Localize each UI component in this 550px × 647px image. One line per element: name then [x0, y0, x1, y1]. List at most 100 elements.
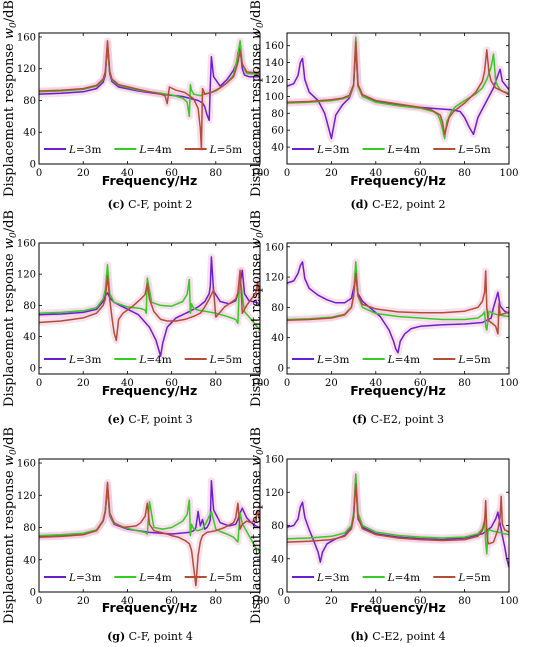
plot-frame [38, 32, 261, 165]
x-tick-label: 0 [36, 596, 42, 607]
y-axis-title: Displacement response w0/dB [249, 210, 266, 407]
legend-label: L=5m [209, 144, 242, 156]
x-tick-label: 0 [36, 168, 42, 179]
series-line-l4 [39, 264, 260, 331]
legend-label: L=5m [209, 354, 242, 366]
series-group [287, 33, 509, 143]
x-tick-label: 20 [77, 596, 90, 607]
series-line-l5 [39, 40, 260, 149]
legend-label: L=4m [138, 572, 171, 584]
y-tick-label: 120 [17, 270, 36, 281]
x-tick-label: 80 [209, 378, 222, 389]
y-tick-label: 80 [23, 301, 36, 312]
y-tick-label: 80 [271, 521, 284, 532]
panel-caption: (e) C-F, point 3 [107, 413, 192, 426]
series-line-l5 [39, 481, 260, 587]
chart-panel-h: 0 20 40 60 80 100 0 40 80 120 160 L=3m L=4m L=5m Frequ… [249, 427, 519, 643]
x-axis-title: Frequency/Hz [102, 173, 197, 188]
x-axis-title: Frequency/Hz [102, 383, 197, 398]
legend-label: L=3m [316, 144, 349, 156]
legend-label: L=3m [68, 354, 101, 366]
series-line-l5 [39, 269, 260, 342]
x-tick-label: 80 [209, 596, 222, 607]
y-tick-label: 120 [265, 273, 284, 284]
y-tick-label: 40 [23, 555, 36, 566]
x-tick-label: 60 [414, 596, 427, 607]
y-tick-label: 60 [271, 126, 284, 137]
y-tick-label: 40 [271, 333, 284, 344]
legend-label: L=3m [316, 572, 349, 584]
x-tick-label: 40 [121, 168, 134, 179]
y-tick-label: 160 [265, 242, 284, 253]
legend-label: L=5m [457, 354, 490, 366]
series-line-l5 [287, 483, 509, 545]
x-tick-label: 80 [458, 378, 471, 389]
x-tick-label: 40 [121, 596, 134, 607]
y-tick-label: 160 [265, 455, 284, 466]
x-tick-label: 0 [284, 596, 290, 607]
legend-label: L=3m [68, 572, 101, 584]
series-group [287, 470, 509, 568]
series-group [39, 37, 260, 152]
x-tick-label: 0 [284, 168, 290, 179]
series-group [39, 253, 260, 360]
chart-panel-c: 0 20 40 60 80 100 0 40 80 120 160 L=3m L=4m L=5m Frequ… [2, 0, 270, 211]
series-group [287, 258, 509, 357]
x-tick-label: 0 [36, 378, 42, 389]
x-tick-label: 20 [77, 168, 90, 179]
y-tick-label: 160 [265, 41, 284, 52]
x-axis-title: Frequency/Hz [350, 383, 445, 398]
y-axis-title: Displacement response w0/dB [2, 0, 19, 197]
y-tick-label: 80 [23, 523, 36, 534]
y-tick-label: 80 [271, 303, 284, 314]
y-axis-title: Displacement response w0/dB [2, 427, 19, 624]
y-axis-title: Displacement response w0/dB [249, 0, 266, 197]
y-tick-label: 140 [265, 58, 284, 69]
x-tick-label: 60 [165, 378, 178, 389]
x-tick-label: 20 [77, 378, 90, 389]
chart-panel-g: 0 20 40 60 80 100 0 40 80 120 160 L=3m L=4m L=5m Frequ… [2, 427, 270, 643]
y-tick-label: 80 [23, 96, 36, 107]
legend-label: L=4m [387, 354, 420, 366]
y-tick-label: 40 [23, 128, 36, 139]
legend-label: L=3m [68, 144, 101, 156]
series-line-l5 [287, 270, 509, 335]
plot-frame [286, 32, 510, 165]
x-tick-label: 20 [325, 378, 338, 389]
y-tick-label: 160 [17, 459, 36, 470]
legend-label: L=4m [387, 572, 420, 584]
series-line-l3 [287, 261, 509, 354]
legend-label: L=5m [209, 572, 242, 584]
legend-label: L=5m [457, 572, 490, 584]
y-tick-label: 40 [271, 143, 284, 154]
y-axis-title: Displacement response w0/dB [249, 427, 266, 624]
y-tick-label: 160 [17, 32, 36, 43]
x-tick-label: 60 [414, 378, 427, 389]
y-tick-label: 0 [278, 588, 284, 599]
plot-frame [286, 242, 510, 375]
chart-panel-d: 0 20 40 60 80 100 40 60 80 100 120 140 160 L=3m L=4m L=… [249, 0, 519, 211]
y-tick-label: 40 [23, 332, 36, 343]
series-halo-0 [287, 473, 509, 568]
panel-caption: (f) C-E2, point 3 [352, 413, 444, 426]
panel-caption: (g) C-F, point 4 [107, 630, 193, 643]
x-tick-label: 40 [369, 378, 382, 389]
y-tick-label: 40 [271, 554, 284, 565]
x-tick-label: 60 [165, 596, 178, 607]
legend-label: L=3m [316, 354, 349, 366]
y-tick-label: 120 [17, 491, 36, 502]
x-tick-label: 60 [414, 168, 427, 179]
x-tick-label: 60 [165, 168, 178, 179]
x-tick-label: 80 [458, 168, 471, 179]
x-tick-label: 40 [121, 378, 134, 389]
y-tick-label: 120 [265, 75, 284, 86]
x-tick-label: 40 [369, 596, 382, 607]
y-tick-label: 0 [30, 588, 36, 599]
y-tick-label: 120 [17, 64, 36, 75]
x-tick-label: 100 [499, 596, 518, 607]
x-tick-label: 100 [499, 378, 518, 389]
legend-label: L=4m [387, 144, 420, 156]
y-axis-title: Displacement response w0/dB [2, 210, 19, 407]
x-tick-label: 20 [325, 596, 338, 607]
